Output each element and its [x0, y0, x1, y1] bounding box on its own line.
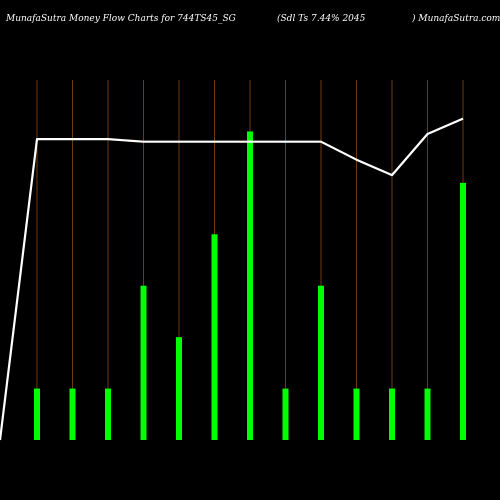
- chart-title: MunafaSutra Money Flow Charts for 744TS4…: [0, 14, 500, 30]
- chart-title-middle: (Sdl Ts 7.44% 2045: [277, 14, 366, 24]
- money-flow-bar: [389, 388, 395, 440]
- price-line: [0, 117, 464, 441]
- money-flow-bar: [247, 131, 253, 440]
- money-flow-bar: [282, 388, 289, 440]
- money-flow-bar: [34, 388, 40, 440]
- money-flow-bar: [353, 388, 360, 440]
- money-flow-bar: [424, 388, 431, 440]
- line-layer: [0, 117, 464, 441]
- money-flow-bar: [176, 337, 182, 440]
- money-flow-bar: [140, 285, 147, 440]
- chart-title-right: ) MunafaSutra.com: [412, 14, 500, 24]
- money-flow-bar: [211, 234, 218, 440]
- money-flow-bar: [105, 388, 111, 440]
- money-flow-bar: [318, 285, 324, 440]
- chart-title-left: MunafaSutra Money Flow Charts for 744TS4…: [6, 14, 236, 24]
- money-flow-bar: [460, 182, 466, 440]
- bar-layer: [34, 131, 466, 440]
- money-flow-bar: [69, 388, 76, 440]
